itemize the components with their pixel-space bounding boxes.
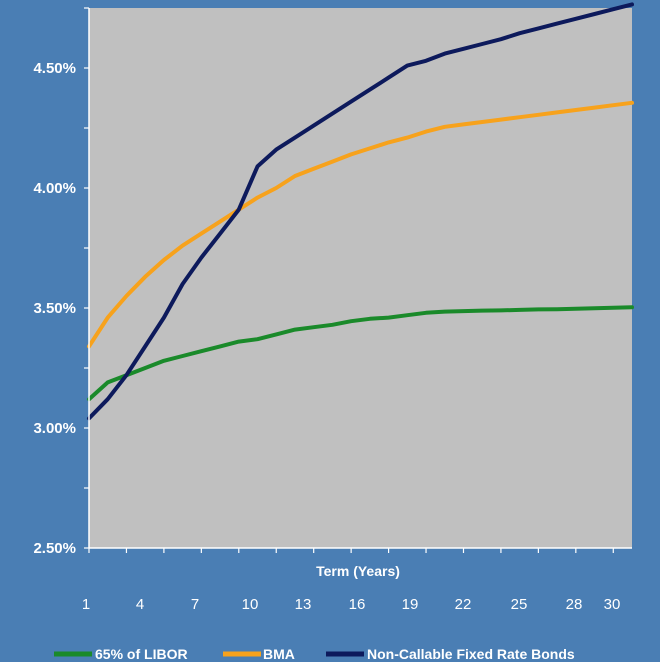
x-tick-label: 19 — [402, 596, 419, 613]
x-tick-label: 4 — [136, 596, 144, 613]
series-line-1 — [87, 100, 634, 349]
legend-label-0: 65% of LIBOR — [95, 646, 188, 662]
legend: 65% of LIBOR BMA Non-Callable Fixed Rate B… — [54, 646, 575, 662]
x-tick-label: 1 — [82, 596, 90, 613]
y-tick-label: 3.50% — [33, 300, 76, 317]
x-tick-label: 13 — [295, 596, 312, 613]
plot-area — [89, 8, 632, 548]
x-tick-label: 30 — [604, 596, 621, 613]
x-tick-label: 7 — [191, 596, 199, 613]
legend-label-1: BMA — [263, 646, 295, 662]
series-line-2 — [87, 2, 634, 421]
x-tick-label: 22 — [455, 596, 472, 613]
series-line-0 — [87, 305, 634, 402]
x-axis-title: Term (Years) — [316, 563, 400, 579]
x-tick-label: 10 — [242, 596, 259, 613]
x-tick-label: 28 — [566, 596, 583, 613]
y-tick-label: 4.50% — [33, 60, 76, 77]
x-tick-label: 25 — [511, 596, 528, 613]
x-tick-label: 16 — [349, 596, 366, 613]
axis-layer — [84, 7, 632, 553]
y-tick-label: 2.50% — [33, 540, 76, 557]
tick-label-layer: 2.50% 3.00% 3.50% 4.00% 4.50% 1 4 7 10 13 16 19 22 25… — [33, 60, 620, 613]
series-layer — [87, 2, 634, 421]
y-tick-label: 3.00% — [33, 420, 76, 437]
y-tick-label: 4.00% — [33, 180, 76, 197]
legend-label-2: Non-Callable Fixed Rate Bonds — [367, 646, 575, 662]
